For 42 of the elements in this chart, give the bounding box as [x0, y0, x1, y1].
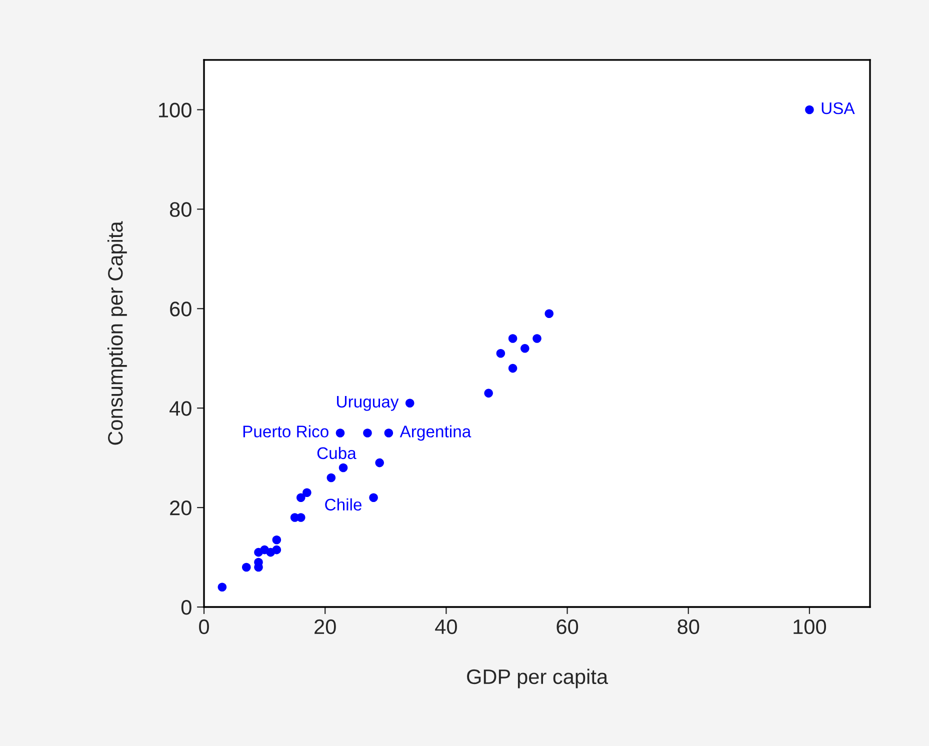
- x-tick-label: 40: [435, 619, 457, 634]
- y-axis-title: Consumption per Capita: [107, 221, 127, 445]
- x-tick-label: 80: [678, 619, 700, 634]
- point: [369, 493, 378, 502]
- annotation: Uruguay: [337, 396, 399, 411]
- y-tick-label: 80: [170, 202, 192, 217]
- y-tick-label: 60: [170, 302, 192, 316]
- x-tick-label: 60: [556, 619, 578, 634]
- x-tick-label: 20: [314, 619, 336, 634]
- y-tick-label: 100: [159, 102, 192, 118]
- point: [272, 545, 282, 554]
- point: [336, 428, 345, 438]
- point: [218, 582, 227, 592]
- point: [508, 364, 518, 373]
- x-tick-label: 0: [199, 619, 209, 634]
- annotation: Cuba: [317, 446, 356, 460]
- point: [805, 105, 814, 114]
- point: [532, 334, 542, 343]
- point: [296, 493, 306, 502]
- point: [242, 562, 251, 572]
- y-tick-label: 0: [181, 600, 192, 615]
- annotation: Puerto Rico: [243, 425, 328, 438]
- annotation: USA: [822, 102, 855, 114]
- annotation: Chile: [325, 498, 362, 511]
- point: [338, 463, 348, 472]
- point: [375, 458, 384, 468]
- point: [496, 349, 506, 358]
- point: [384, 428, 394, 438]
- point: [544, 309, 554, 318]
- point: [272, 535, 282, 544]
- annotation: Argentina: [400, 425, 472, 441]
- point: [520, 344, 530, 353]
- point: [326, 473, 336, 482]
- x-tick-label: 100: [794, 619, 826, 634]
- x-axis-title: GDP per capita: [467, 668, 608, 688]
- y-tick-label: 40: [170, 401, 192, 416]
- point: [363, 428, 372, 438]
- y-tick-label: 20: [170, 500, 192, 516]
- point: [508, 334, 518, 343]
- point: [484, 388, 493, 398]
- point: [405, 398, 414, 408]
- point: [302, 488, 312, 498]
